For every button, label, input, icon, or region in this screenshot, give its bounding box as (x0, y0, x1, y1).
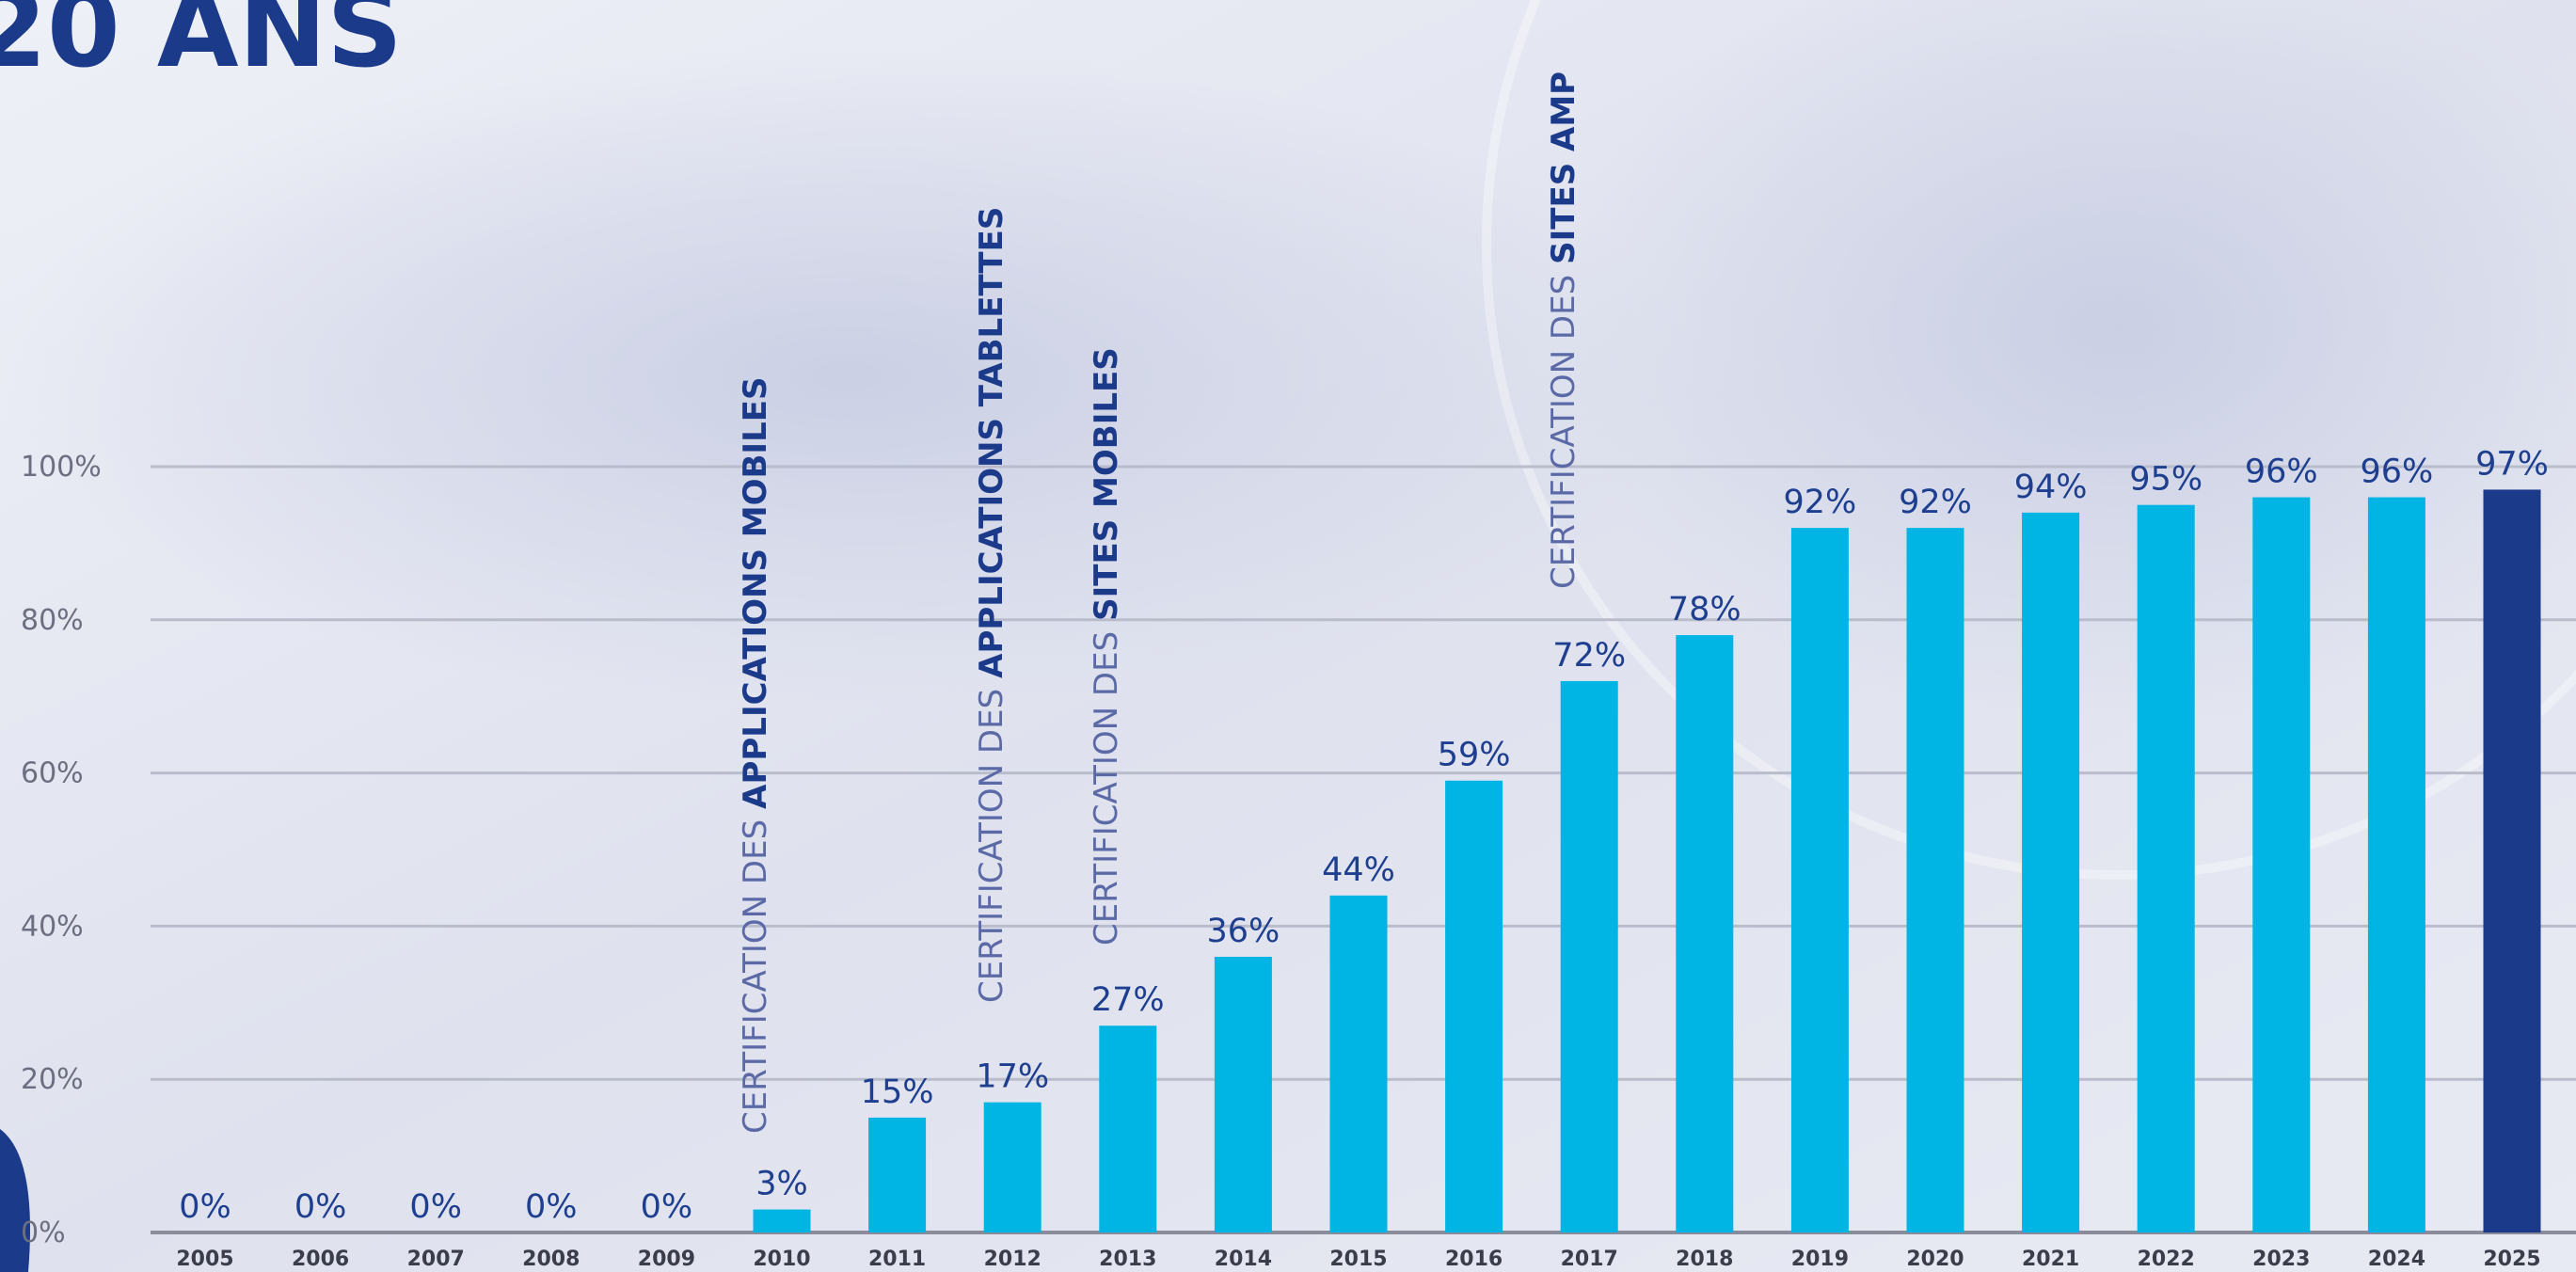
value-label: 94% (2014, 469, 2088, 506)
value-label: 92% (1899, 484, 1972, 521)
x-tick-label: 2007 (407, 1248, 465, 1271)
bar (868, 1117, 927, 1232)
x-tick-label: 2013 (1099, 1248, 1156, 1271)
x-tick-label: 2012 (984, 1248, 1042, 1271)
annotation-text: CERTIFICATION DES (1088, 631, 1125, 946)
value-label: 0% (641, 1188, 693, 1226)
bar (1214, 956, 1272, 1232)
y-tick-label: 20% (21, 1063, 84, 1096)
value-label: 15% (861, 1073, 934, 1111)
value-label: 95% (2129, 461, 2202, 499)
value-label: 0% (525, 1188, 578, 1226)
annotation-emphasis: APPLICATIONS MOBILES (737, 377, 774, 809)
background-glow (0, 47, 1693, 706)
x-tick-label: 2014 (1215, 1248, 1272, 1271)
value-label: 59% (1438, 737, 1511, 774)
x-tick-label: 2017 (1561, 1248, 1618, 1271)
y-tick-label: 40% (21, 910, 84, 943)
corner-shape (0, 1129, 30, 1272)
x-tick-label: 2009 (638, 1248, 695, 1271)
x-tick-label: 2025 (2483, 1248, 2540, 1271)
annotation: CERTIFICATION DES SITES AMP (1545, 72, 1582, 589)
y-tick-label: 100% (21, 451, 102, 484)
annotation-text: CERTIFICATION DES (973, 689, 1010, 1003)
bar (1560, 680, 1618, 1232)
bar (983, 1102, 1042, 1232)
value-label: 96% (2361, 453, 2434, 491)
value-label: 3% (755, 1166, 808, 1203)
x-tick-label: 2020 (1906, 1248, 1964, 1271)
value-label: 0% (409, 1188, 462, 1226)
value-label: 92% (1784, 484, 1857, 521)
value-label: 44% (1322, 851, 1395, 889)
value-label: 0% (294, 1188, 347, 1226)
value-label: 78% (1668, 591, 1741, 628)
annotation: CERTIFICATION DES SITES MOBILES (1088, 347, 1125, 946)
x-tick-label: 2011 (868, 1248, 926, 1271)
annotation-text: CERTIFICATION DES (737, 819, 774, 1134)
bar (2483, 489, 2541, 1232)
bar (1445, 780, 1503, 1232)
bar (2367, 497, 2425, 1232)
bar (1099, 1026, 1157, 1232)
value-label: 97% (2475, 445, 2549, 483)
bar (2022, 512, 2080, 1232)
x-tick-label: 2008 (522, 1248, 580, 1271)
annotation-emphasis: SITES MOBILES (1088, 347, 1125, 621)
x-tick-label: 2021 (2022, 1248, 2079, 1271)
bar (1676, 635, 1734, 1232)
x-tick-label: 2024 (2368, 1248, 2425, 1271)
x-tick-label: 2010 (753, 1248, 810, 1271)
value-label: 72% (1552, 637, 1626, 675)
x-tick-label: 2022 (2138, 1248, 2195, 1271)
value-label: 96% (2245, 453, 2318, 491)
x-tick-label: 2006 (292, 1248, 349, 1271)
chart-title: 20 ANS (0, 0, 403, 91)
bar (2137, 504, 2195, 1232)
x-tick-label: 2018 (1676, 1248, 1733, 1271)
x-tick-label: 2005 (176, 1248, 233, 1271)
bar (753, 1209, 811, 1232)
y-tick-label: 0% (21, 1216, 66, 1249)
value-label: 27% (1091, 981, 1165, 1019)
annotation-text: CERTIFICATION DES (1545, 275, 1582, 589)
value-label: 17% (976, 1058, 1049, 1096)
y-tick-label: 60% (21, 757, 84, 790)
background-lens (1482, 0, 2576, 880)
bar (1906, 528, 1964, 1232)
bar (1790, 528, 1849, 1232)
x-tick-label: 2015 (1329, 1248, 1387, 1271)
annotation: CERTIFICATION DES APPLICATIONS TABLETTES (973, 207, 1010, 1003)
annotation-emphasis: SITES AMP (1545, 72, 1582, 264)
y-tick-label: 80% (21, 604, 84, 637)
x-tick-label: 2016 (1445, 1248, 1503, 1271)
x-tick-label: 2019 (1791, 1248, 1849, 1271)
value-label: 36% (1207, 913, 1280, 950)
value-label: 0% (179, 1188, 231, 1226)
annotation: CERTIFICATION DES APPLICATIONS MOBILES (737, 377, 774, 1134)
x-tick-label: 2023 (2252, 1248, 2310, 1271)
plot-area: 0% 20% 40% 60% 80% 100% 0% 2005 0% 2006 0% 2007 0% 20… (21, 72, 2576, 1271)
bar (1329, 895, 1388, 1232)
annotation-emphasis: APPLICATIONS TABLETTES (973, 207, 1010, 678)
bar (2252, 497, 2311, 1232)
